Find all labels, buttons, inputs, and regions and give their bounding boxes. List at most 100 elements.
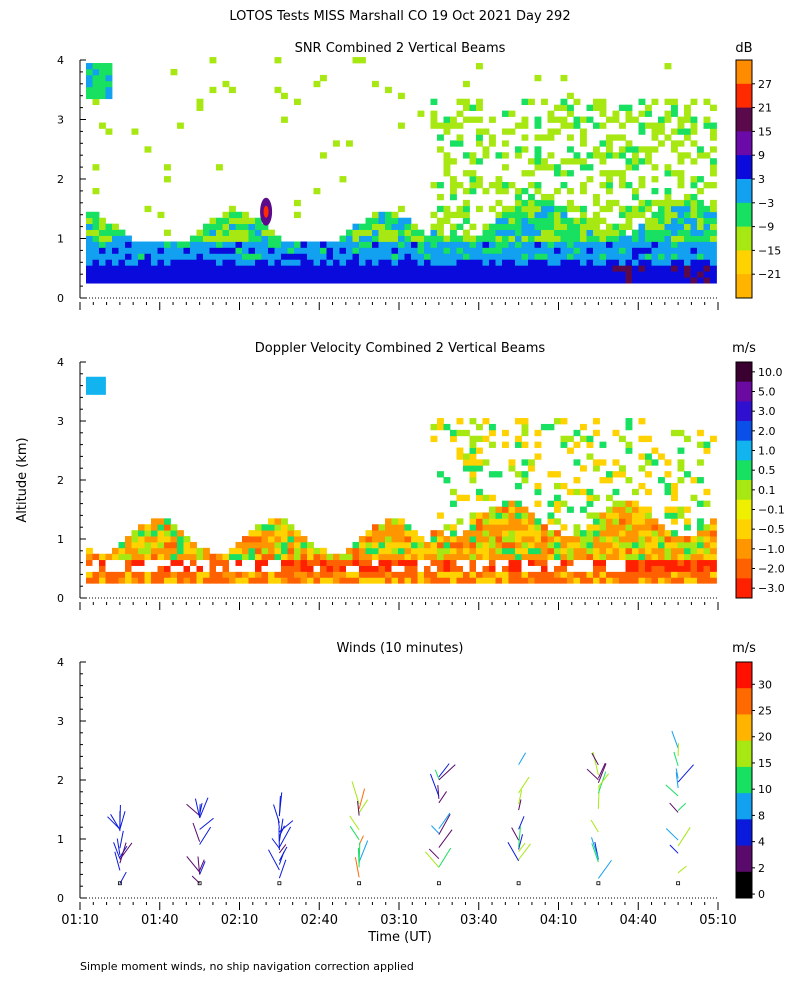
snr-cell xyxy=(541,259,548,266)
snr-cell xyxy=(157,253,165,260)
doppler-cell xyxy=(638,536,646,543)
doppler-cell xyxy=(697,571,704,578)
doppler-cell xyxy=(164,559,171,566)
snr-cell xyxy=(638,158,646,165)
snr-cell xyxy=(248,259,256,266)
doppler-cell xyxy=(671,429,678,437)
doppler-cell xyxy=(469,465,477,472)
snr-cell xyxy=(144,241,152,248)
snr-cell xyxy=(138,259,145,266)
snr-cell xyxy=(339,253,347,260)
snr-cell xyxy=(92,271,100,278)
doppler-cell xyxy=(534,541,542,549)
doppler-cell xyxy=(515,536,522,543)
doppler-cell xyxy=(404,565,412,572)
doppler-cell xyxy=(521,506,529,513)
snr-cell xyxy=(593,193,600,201)
snr-cell xyxy=(489,229,496,236)
doppler-cell xyxy=(430,435,438,443)
wind-barb xyxy=(438,791,447,804)
doppler-cell xyxy=(229,547,236,555)
doppler-cell xyxy=(560,536,568,543)
snr-cell xyxy=(482,253,490,260)
doppler-cell xyxy=(307,541,314,549)
snr-cell xyxy=(313,80,321,88)
snr-cell xyxy=(710,170,717,177)
doppler-cell xyxy=(593,559,600,566)
doppler-cell xyxy=(450,429,457,437)
snr-cell xyxy=(482,152,490,159)
snr-cell xyxy=(339,271,347,278)
snr-cell xyxy=(92,68,100,76)
doppler-cell xyxy=(664,506,672,513)
snr-cell xyxy=(638,259,646,266)
doppler-cell xyxy=(157,571,165,578)
doppler-cell xyxy=(476,465,483,472)
doppler-cell xyxy=(235,571,243,578)
snr-cell xyxy=(684,259,691,266)
snr-cell xyxy=(684,128,691,135)
doppler-cell xyxy=(164,541,171,549)
doppler-cell xyxy=(287,547,295,555)
snr-cell xyxy=(450,193,457,201)
doppler-cell xyxy=(502,512,509,519)
doppler-cell xyxy=(593,553,600,561)
snr-cell xyxy=(502,110,509,117)
colorbar-label: −9 xyxy=(758,221,774,234)
doppler-cell xyxy=(261,565,269,572)
doppler-cell xyxy=(508,547,516,555)
snr-cell xyxy=(625,110,633,117)
doppler-cell xyxy=(489,423,496,431)
snr-cell xyxy=(489,235,496,242)
colorbar-label: −21 xyxy=(758,268,781,281)
snr-cell xyxy=(586,271,594,278)
doppler-cell xyxy=(196,565,204,572)
snr-cell xyxy=(580,241,587,248)
snr-cell xyxy=(567,235,574,242)
doppler-cell xyxy=(638,524,646,531)
snr-cell xyxy=(703,277,711,284)
doppler-cell xyxy=(255,530,262,537)
snr-cell xyxy=(424,259,431,266)
doppler-cell xyxy=(378,559,386,566)
wind-barb xyxy=(671,730,679,749)
wind-barb xyxy=(357,800,360,816)
snr-cell xyxy=(476,158,483,165)
snr-cell xyxy=(580,128,587,135)
snr-cell xyxy=(196,229,204,236)
snr-cell xyxy=(196,277,204,284)
snr-cell xyxy=(632,253,639,260)
snr-cell xyxy=(105,86,113,94)
snr-cell xyxy=(99,74,106,82)
doppler-cell xyxy=(476,447,483,454)
snr-cell xyxy=(99,277,106,284)
snr-cell xyxy=(463,277,470,284)
wind-barb xyxy=(194,798,201,818)
snr-cell xyxy=(190,277,197,284)
snr-cell xyxy=(515,199,522,207)
snr-cell xyxy=(333,253,340,260)
snr-cell xyxy=(443,271,451,278)
snr-cell xyxy=(690,253,698,260)
doppler-cell xyxy=(86,577,93,584)
doppler-cell xyxy=(619,512,626,519)
snr-cell xyxy=(164,253,171,260)
snr-cell xyxy=(118,235,126,242)
doppler-cell xyxy=(482,524,490,531)
wind-barb xyxy=(119,811,126,830)
snr-cell xyxy=(619,205,626,213)
snr-cell xyxy=(593,217,600,225)
doppler-cell xyxy=(482,571,490,578)
snr-cell xyxy=(229,247,236,254)
doppler-cell xyxy=(352,565,360,572)
doppler-cell xyxy=(424,541,431,549)
doppler-cell xyxy=(664,471,672,478)
doppler-cell xyxy=(645,559,652,566)
doppler-cell xyxy=(463,577,470,584)
snr-cell xyxy=(606,199,613,207)
snr-cell xyxy=(177,259,184,266)
snr-cell xyxy=(307,271,314,278)
doppler-cell xyxy=(489,553,496,561)
doppler-cell xyxy=(508,506,516,513)
doppler-cell xyxy=(502,500,509,507)
